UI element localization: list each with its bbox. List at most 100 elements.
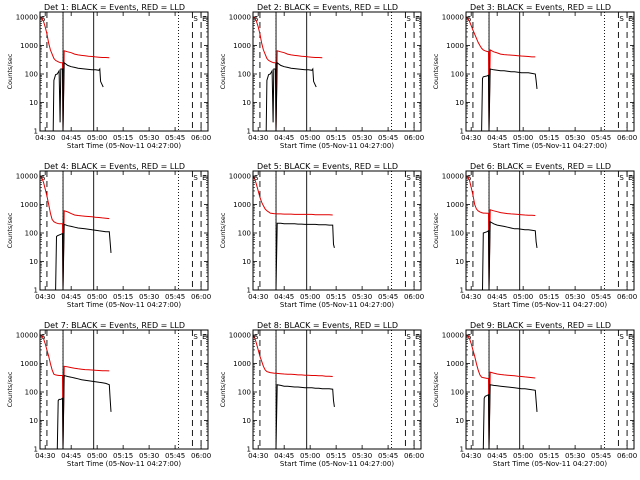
y-tick-label: 10000 bbox=[442, 14, 464, 22]
x-axis-label: Start Time (05-Nov-11 04:27:00) bbox=[493, 142, 607, 150]
end-marker-label: E bbox=[628, 333, 632, 341]
x-tick-label: 06:00 bbox=[404, 293, 424, 301]
x-tick-label: 05:45 bbox=[165, 293, 185, 301]
start-marker-label: S bbox=[41, 15, 46, 23]
y-axis-label: Counts/sec bbox=[432, 212, 440, 248]
y-axis-label: Counts/sec bbox=[6, 53, 14, 89]
events-series-line bbox=[482, 220, 538, 291]
y-axis-label: Counts/sec bbox=[432, 371, 440, 407]
end-marker-label: E bbox=[415, 15, 419, 23]
y-axis-label: Counts/sec bbox=[432, 53, 440, 89]
y-tick-label: 10 bbox=[29, 417, 38, 425]
x-tick-label: 05:15 bbox=[113, 452, 133, 460]
x-tick-label: 06:00 bbox=[191, 452, 211, 460]
x-tick-label: 05:30 bbox=[565, 293, 585, 301]
start-marker-label: S bbox=[254, 174, 259, 182]
y-tick-label: 10 bbox=[29, 258, 38, 266]
y-axis-label: Counts/sec bbox=[6, 371, 14, 407]
x-tick-label: 04:45 bbox=[487, 452, 507, 460]
y-tick-label: 100 bbox=[238, 389, 251, 397]
x-tick-label: 04:30 bbox=[248, 134, 268, 142]
start-marker-label: S bbox=[254, 333, 259, 341]
events-series-line bbox=[275, 384, 335, 450]
lld-series-line bbox=[465, 16, 536, 132]
x-tick-label: 04:45 bbox=[61, 293, 81, 301]
y-tick-label: 1000 bbox=[446, 201, 464, 209]
panel-title: Det 5: BLACK = Events, RED = LLD bbox=[257, 162, 398, 171]
y-tick-label: 1 bbox=[247, 128, 251, 136]
y-tick-label: 100 bbox=[238, 71, 251, 79]
y-tick-label: 1 bbox=[34, 128, 38, 136]
end-marker-label: E bbox=[202, 15, 206, 23]
end-marker-label: E bbox=[628, 15, 632, 23]
x-axis-label: Start Time (05-Nov-11 04:27:00) bbox=[67, 142, 181, 150]
y-tick-label: 10 bbox=[242, 99, 251, 107]
y-tick-label: 10 bbox=[242, 258, 251, 266]
y-tick-label: 10000 bbox=[229, 332, 251, 340]
y-tick-label: 10000 bbox=[16, 173, 38, 181]
start-marker-label: S bbox=[619, 15, 624, 23]
panel-title: Det 7: BLACK = Events, RED = LLD bbox=[44, 321, 185, 330]
x-tick-label: 05:45 bbox=[378, 134, 398, 142]
start-marker-label: S bbox=[619, 174, 624, 182]
x-tick-label: 05:45 bbox=[591, 293, 611, 301]
x-tick-label: 04:45 bbox=[274, 293, 294, 301]
events-series-line bbox=[481, 68, 538, 132]
y-tick-label: 10 bbox=[455, 99, 464, 107]
lld-series-line bbox=[39, 16, 110, 132]
x-tick-label: 04:45 bbox=[487, 293, 507, 301]
x-tick-label: 04:30 bbox=[461, 134, 481, 142]
events-series-line bbox=[56, 374, 112, 450]
x-tick-label: 05:15 bbox=[539, 293, 559, 301]
plot-frame bbox=[465, 170, 635, 291]
plot-frame bbox=[252, 329, 422, 450]
x-tick-label: 05:30 bbox=[565, 134, 585, 142]
x-tick-label: 05:30 bbox=[139, 134, 159, 142]
y-tick-label: 1 bbox=[460, 446, 464, 454]
x-tick-label: 04:30 bbox=[461, 293, 481, 301]
x-tick-label: 04:30 bbox=[35, 452, 55, 460]
x-tick-label: 05:30 bbox=[352, 293, 372, 301]
x-tick-label: 05:45 bbox=[165, 134, 185, 142]
x-axis-label: Start Time (05-Nov-11 04:27:00) bbox=[280, 460, 394, 468]
y-tick-label: 1000 bbox=[233, 360, 251, 368]
x-tick-label: 05:00 bbox=[513, 293, 533, 301]
x-tick-label: 05:00 bbox=[300, 452, 320, 460]
panel-title: Det 8: BLACK = Events, RED = LLD bbox=[257, 321, 398, 330]
start-marker-label: S bbox=[193, 174, 198, 182]
panel-title: Det 2: BLACK = Events, RED = LLD bbox=[257, 3, 398, 12]
y-tick-label: 100 bbox=[451, 71, 464, 79]
x-tick-label: 06:00 bbox=[404, 134, 424, 142]
x-tick-label: 05:00 bbox=[300, 293, 320, 301]
x-tick-label: 05:30 bbox=[352, 134, 372, 142]
y-tick-label: 1000 bbox=[446, 42, 464, 50]
start-marker-label: S bbox=[467, 333, 472, 341]
x-axis-label: Start Time (05-Nov-11 04:27:00) bbox=[493, 460, 607, 468]
start-marker-label: S bbox=[406, 15, 411, 23]
plot-frame bbox=[465, 11, 635, 132]
lld-series-line bbox=[465, 334, 536, 450]
y-tick-label: 10 bbox=[455, 258, 464, 266]
x-tick-label: 05:15 bbox=[539, 134, 559, 142]
x-tick-label: 05:15 bbox=[539, 452, 559, 460]
y-tick-label: 10 bbox=[455, 417, 464, 425]
y-axis-label: Counts/sec bbox=[6, 212, 14, 248]
y-tick-label: 1 bbox=[34, 287, 38, 295]
plot-frame bbox=[39, 329, 209, 450]
plot-frame bbox=[39, 170, 209, 291]
x-tick-label: 05:00 bbox=[87, 452, 107, 460]
x-tick-label: 05:30 bbox=[139, 452, 159, 460]
lld-series-line bbox=[39, 334, 110, 450]
events-series-line bbox=[55, 223, 112, 291]
x-tick-label: 04:45 bbox=[61, 452, 81, 460]
x-tick-label: 05:00 bbox=[513, 134, 533, 142]
x-tick-label: 05:00 bbox=[87, 293, 107, 301]
x-tick-label: 06:00 bbox=[191, 293, 211, 301]
